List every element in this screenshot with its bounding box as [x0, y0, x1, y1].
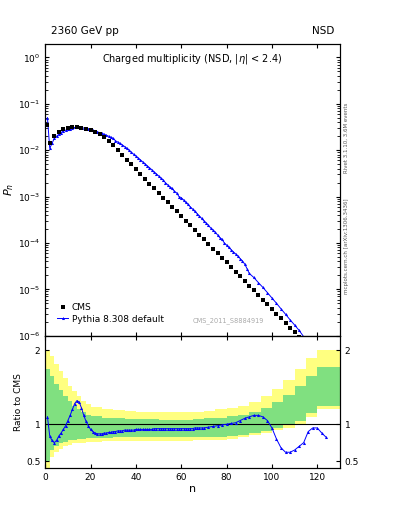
- Text: 2360 GeV pp: 2360 GeV pp: [51, 26, 119, 36]
- CMS: [120, 152, 125, 158]
- CMS: [184, 218, 188, 224]
- CMS: [129, 161, 134, 167]
- Text: Charged multiplicity (NSD, |$\eta$| < 2.4): Charged multiplicity (NSD, |$\eta$| < 2.…: [103, 52, 283, 66]
- Line: Pythia 8.308 default: Pythia 8.308 default: [46, 116, 328, 366]
- CMS: [45, 122, 50, 128]
- Y-axis label: Ratio to CMS: Ratio to CMS: [14, 373, 23, 431]
- Legend: CMS, Pythia 8.308 default: CMS, Pythia 8.308 default: [55, 302, 166, 325]
- Pythia 8.308 default: [45, 115, 50, 121]
- CMS: [238, 273, 242, 280]
- Pythia 8.308 default: [238, 255, 242, 262]
- Text: NSD: NSD: [312, 26, 334, 36]
- Text: mcplots.cern.ch [arXiv:1306.3436]: mcplots.cern.ch [arXiv:1306.3436]: [344, 198, 349, 293]
- Pythia 8.308 default: [118, 140, 122, 146]
- Text: Rivet 3.1.10, 3.6M events: Rivet 3.1.10, 3.6M events: [344, 103, 349, 174]
- CMS: [320, 357, 324, 363]
- Pythia 8.308 default: [324, 361, 329, 368]
- X-axis label: n: n: [189, 484, 196, 494]
- Pythia 8.308 default: [292, 322, 297, 328]
- Pythia 8.308 default: [215, 232, 220, 238]
- Y-axis label: $P_n$: $P_n$: [3, 183, 17, 196]
- Pythia 8.308 default: [270, 295, 274, 301]
- CMS: [324, 361, 329, 368]
- Line: CMS: CMS: [45, 123, 329, 367]
- Pythia 8.308 default: [226, 244, 231, 250]
- Text: CMS_2011_S8884919: CMS_2011_S8884919: [192, 317, 264, 324]
- CMS: [174, 208, 179, 215]
